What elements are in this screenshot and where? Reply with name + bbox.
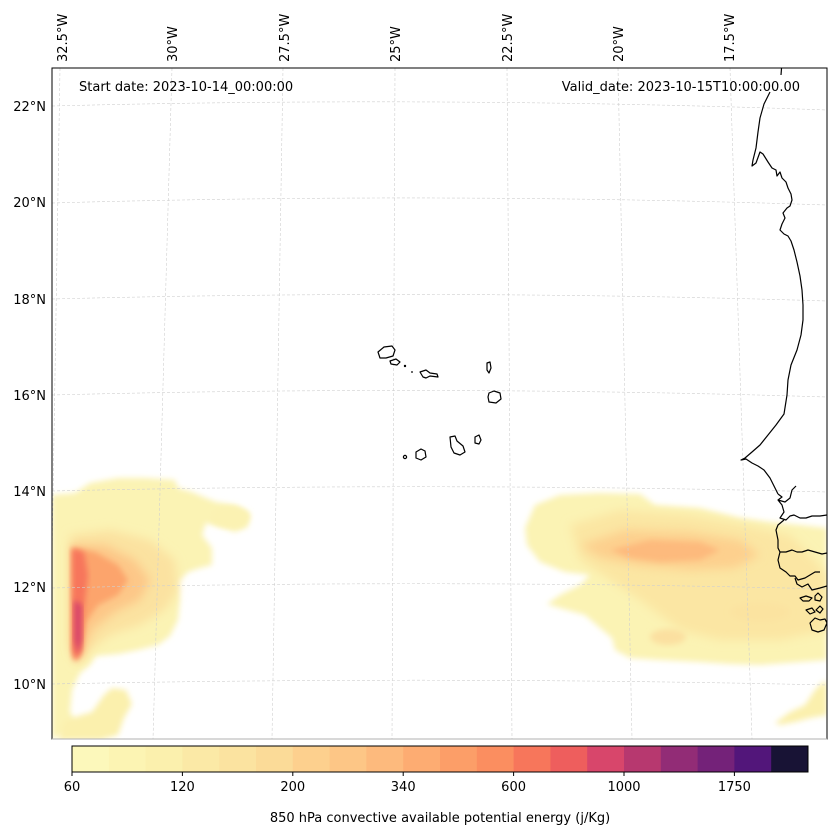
colorbar-tick-label: 340: [391, 780, 416, 795]
coastline-gambia-guinea: [775, 519, 827, 591]
island-brava: [402, 454, 408, 460]
colorbar-tick-label: 200: [280, 780, 305, 795]
colorbar-tick-label: 120: [170, 780, 195, 795]
colorbar-bin: [182, 746, 220, 772]
colorbar-ticks: 60 120 200 340 600 1000 1750: [64, 772, 751, 795]
colorbar-bin: [734, 746, 772, 772]
cape-verde-islands: [377, 345, 502, 461]
parallel-12N: [52, 583, 827, 590]
parallel-22N: [52, 101, 827, 111]
island-sao-vicente: [389, 358, 401, 366]
lat-label: 20°N: [13, 196, 46, 211]
lon-label: 32.5°W: [56, 14, 71, 62]
lat-label: 12°N: [13, 581, 46, 596]
colorbar-bin: [108, 746, 147, 772]
cape-eastern-system: [525, 493, 827, 665]
colorbar: 60 120 200 340 600 1000 1750 850 hPa convectiv…: [64, 745, 809, 826]
colorbar-bin: [624, 746, 662, 772]
colorbar-bin: [256, 746, 294, 772]
islet: [411, 371, 413, 373]
island-boa-vista: [487, 390, 502, 404]
colorbar-tick-label: 1000: [607, 780, 640, 795]
lat-label: 14°N: [13, 485, 46, 500]
lon-label: 20°W: [612, 26, 627, 62]
colorbar-bin: [145, 746, 183, 772]
colorbar-bin: [476, 746, 515, 772]
meridian-17.5W: [729, 68, 753, 739]
meridian-20W: [617, 68, 633, 739]
colorbar-bin: [697, 746, 735, 772]
coastline-senegal: [777, 485, 827, 521]
lon-label: 27.5°W: [278, 14, 293, 62]
lat-label: 22°N: [13, 100, 46, 115]
colorbar-frame: [71, 745, 809, 773]
cape-field: [52, 478, 827, 739]
colorbar-tick-label: 1750: [718, 780, 751, 795]
latitude-labels: 22°N 20°N 18°N 16°N 14°N 12°N 10°N: [13, 100, 46, 693]
island-sal: [486, 361, 492, 374]
lon-label: 25°W: [389, 26, 404, 62]
lon-label: 30°W: [166, 26, 181, 62]
colorbar-bin: [366, 746, 404, 772]
meridian-27.5W: [271, 68, 284, 739]
lat-label: 16°N: [13, 389, 46, 404]
colorbar-tick-label: 60: [64, 780, 81, 795]
colorbar-bin: [587, 746, 625, 772]
island-santa-luzia: [403, 364, 407, 368]
lon-label: 17.5°W: [723, 14, 738, 62]
colorbar-bins: [72, 746, 809, 772]
parallel-18N: [52, 294, 827, 302]
island-fogo: [415, 448, 427, 461]
island-santo-antao: [377, 345, 396, 359]
coastline-bijagos: [799, 592, 827, 633]
colorbar-bin: [403, 746, 441, 772]
meridian-30W: [152, 68, 173, 739]
colorbar-bin: [550, 746, 588, 772]
gridlines: [52, 68, 827, 739]
colorbar-bin: [329, 746, 367, 772]
colorbar-bin: [292, 746, 331, 772]
colorbar-tick-label: 600: [501, 780, 526, 795]
colorbar-label: 850 hPa convective available potential e…: [270, 811, 610, 826]
cape-western-system: [52, 478, 250, 739]
island-maio: [474, 434, 482, 445]
colorbar-bin: [72, 746, 110, 772]
cape-southeast-patch: [775, 680, 827, 725]
valid-date-label: Valid_date: 2023-10-15T10:00:00.00: [562, 80, 800, 95]
lon-label: 22.5°W: [501, 14, 516, 62]
colorbar-bin: [440, 746, 478, 772]
island-santiago: [449, 435, 466, 456]
island-sao-nicolau: [419, 369, 439, 379]
colorbar-bin: [513, 746, 551, 772]
colorbar-bin: [219, 746, 257, 772]
lat-label: 10°N: [13, 678, 46, 693]
start-date-label: Start date: 2023-10-14_00:00:00: [79, 80, 293, 95]
colorbar-bin: [771, 746, 809, 772]
meridian-32.5W: [52, 68, 61, 561]
meridian-22.5W: [506, 68, 513, 739]
colorbar-bin: [660, 746, 699, 772]
lat-label: 18°N: [13, 293, 46, 308]
parallel-10N: [52, 679, 827, 686]
parallel-16N: [52, 390, 827, 398]
meridian-25W: [391, 68, 396, 739]
parallel-14N: [52, 486, 827, 493]
parallel-20N: [52, 197, 827, 206]
longitude-labels: 32.5°W 30°W 27.5°W 25°W 22.5°W 20°W 17.5…: [56, 14, 738, 62]
